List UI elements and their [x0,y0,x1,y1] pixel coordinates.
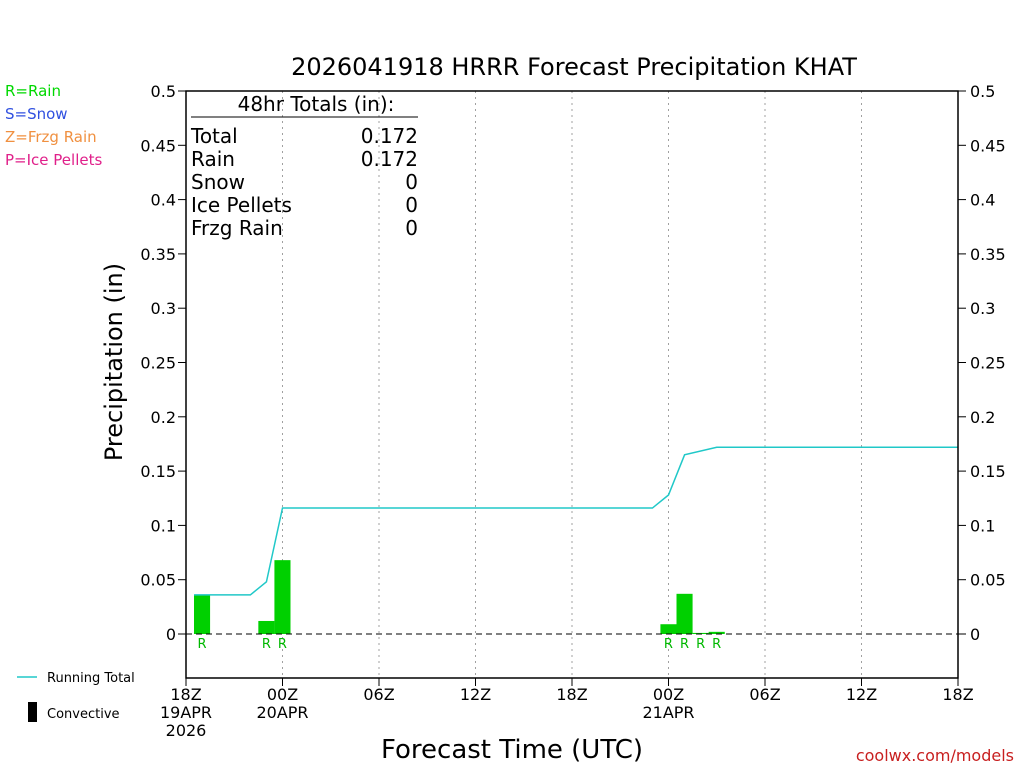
convective-legend-label: Convective [47,707,120,722]
bars-group [194,560,725,634]
bar-6 [708,631,725,634]
type-legend-item-1: S=Snow [5,105,68,123]
totals-row-label-2: Snow [191,170,245,194]
y-tick-label-right-6: 0.3 [970,299,995,318]
y-tick-label-right-8: 0.4 [970,191,995,210]
y-tick-label-left-9: 0.45 [140,136,176,155]
y-tick-label-right-9: 0.45 [970,136,1006,155]
y-tick-label-right-10: 0.5 [970,82,995,101]
y-axis-right: 0 0.05 0.1 0.15 0.2 0.25 0.3 0.35 0.4 0.45 0.5 [958,82,1006,644]
chart-title: 2026041918 HRRR Forecast Precipitation K… [291,53,857,81]
totals-row-label-4: Frzg Rain [191,216,283,240]
totals-header: 48hr Totals (in): [238,92,395,116]
totals-row-label-0: Total [190,124,238,148]
y-tick-label-right-4: 0.2 [970,408,995,427]
bar-type-label-1: R [262,637,271,652]
y-tick-label-right-1: 0.05 [970,571,1006,590]
x-tick-label-1-1: 20APR [256,703,308,722]
grid-lines [282,91,862,678]
totals-row-value-4: 0 [405,216,418,240]
x-tick-label-6-0: 06Z [749,685,780,704]
y-axis-left: 0 0.05 0.1 0.15 0.2 0.25 0.3 0.35 0.4 0.45 0.5 [140,82,186,644]
running-total-line [194,446,958,596]
y-tick-label-right-3: 0.15 [970,462,1006,481]
bar-4 [676,593,693,634]
y-tick-label-left-8: 0.4 [151,191,176,210]
y-tick-label-left-10: 0.5 [151,82,176,101]
bar-2 [274,560,291,634]
bar-type-label-2: R [278,637,287,652]
totals-row-value-1: 0.172 [361,147,418,171]
x-tick-label-7-0: 12Z [846,685,877,704]
y-tick-label-left-6: 0.3 [151,299,176,318]
x-tick-label-0-1: 19APR [160,703,212,722]
bar-3 [660,624,677,634]
x-tick-label-5-0: 00Z [653,685,684,704]
y-tick-label-left-1: 0.05 [140,571,176,590]
totals-row-label-3: Ice Pellets [191,193,292,217]
totals-row-value-2: 0 [405,170,418,194]
x-tick-label-8-0: 18Z [942,685,973,704]
convective-legend-swatch [28,702,37,722]
bar-type-label-4: R [680,637,689,652]
running-total-legend-label: Running Total [47,671,135,686]
type-legend-item-3: P=Ice Pellets [5,151,102,169]
y-tick-label-right-2: 0.1 [970,516,995,535]
bar-type-label-5: R [696,637,705,652]
totals-row-label-1: Rain [191,147,235,171]
y-tick-label-left-7: 0.35 [140,245,176,264]
bar-5 [692,632,709,634]
y-tick-label-right-5: 0.25 [970,354,1006,373]
y-tick-label-left-2: 0.1 [151,516,176,535]
type-legend-item-2: Z=Frzg Rain [5,128,97,146]
x-tick-label-5-1: 21APR [642,703,694,722]
x-tick-label-0-0: 18Z [170,685,201,704]
y-tick-label-right-0: 0 [970,625,980,644]
y-tick-label-right-7: 0.35 [970,245,1006,264]
x-tick-label-3-0: 12Z [460,685,491,704]
x-tick-label-1-0: 00Z [267,685,298,704]
bar-type-label-6: R [712,637,721,652]
x-axis-label: Forecast Time (UTC) [381,735,643,765]
totals-row-value-0: 0.172 [361,124,418,148]
x-tick-label-2-0: 06Z [363,685,394,704]
bar-type-label-0: R [198,637,207,652]
convective-legend: Convective [28,702,120,722]
x-tick-label-4-0: 18Z [556,685,587,704]
bar-1 [258,620,275,634]
bar-type-label-3: R [664,637,673,652]
y-tick-label-left-5: 0.25 [140,354,176,373]
running-total-legend: Running Total [17,671,135,686]
credit-text: coolwx.com/models [856,746,1014,765]
y-tick-label-left-4: 0.2 [151,408,176,427]
precip-type-legend: R=Rain S=Snow Z=Frzg Rain P=Ice Pellets [5,82,102,169]
bar-0 [194,594,211,634]
y-tick-label-left-3: 0.15 [140,462,176,481]
totals-box: 48hr Totals (in): Total 0.172 Rain 0.172 Sno… [190,92,418,240]
y-tick-label-left-0: 0 [166,625,176,644]
totals-row-value-3: 0 [405,193,418,217]
x-tick-label-0-2: 2026 [166,721,207,740]
type-legend-item-0: R=Rain [5,82,61,100]
y-axis-label: Precipitation (in) [100,263,128,461]
